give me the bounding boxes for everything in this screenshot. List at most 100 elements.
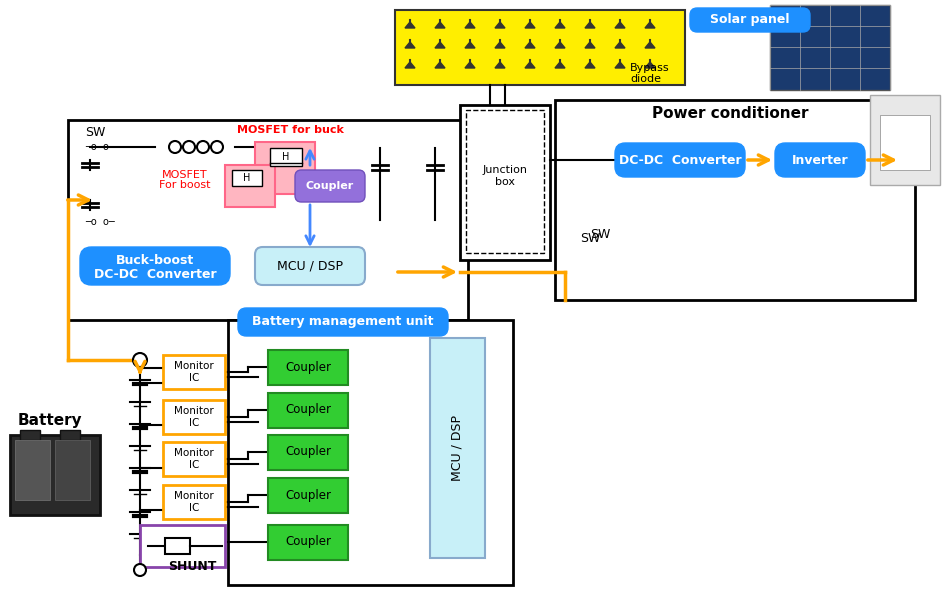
Text: ─o  o─: ─o o─ <box>85 217 114 227</box>
Text: Coupler: Coupler <box>306 181 354 191</box>
FancyBboxPatch shape <box>880 115 930 170</box>
Polygon shape <box>435 42 445 48</box>
Polygon shape <box>405 22 415 28</box>
Polygon shape <box>555 42 565 48</box>
Text: Coupler: Coupler <box>285 403 331 417</box>
FancyBboxPatch shape <box>225 165 275 207</box>
Text: IC: IC <box>189 503 200 513</box>
Polygon shape <box>495 62 505 68</box>
Polygon shape <box>615 22 625 28</box>
Polygon shape <box>495 22 505 28</box>
Text: Power conditioner: Power conditioner <box>652 106 808 121</box>
Text: Monitor: Monitor <box>174 448 214 458</box>
Text: IC: IC <box>189 460 200 470</box>
Text: Inverter: Inverter <box>792 154 849 166</box>
Polygon shape <box>645 22 655 28</box>
Text: SW: SW <box>580 232 601 244</box>
Polygon shape <box>465 42 475 48</box>
FancyBboxPatch shape <box>140 525 225 567</box>
Text: Junction: Junction <box>482 165 528 175</box>
Polygon shape <box>465 22 475 28</box>
Polygon shape <box>585 62 595 68</box>
FancyBboxPatch shape <box>270 148 302 166</box>
Text: MOSFET: MOSFET <box>162 170 208 180</box>
Circle shape <box>134 564 146 576</box>
Polygon shape <box>435 22 445 28</box>
FancyBboxPatch shape <box>870 95 940 185</box>
Text: box: box <box>495 177 515 187</box>
Polygon shape <box>555 22 565 28</box>
FancyBboxPatch shape <box>232 170 262 186</box>
FancyBboxPatch shape <box>163 442 225 476</box>
Text: ─o  o─: ─o o─ <box>85 142 114 152</box>
FancyBboxPatch shape <box>466 110 544 253</box>
Polygon shape <box>615 62 625 68</box>
Polygon shape <box>555 62 565 68</box>
FancyBboxPatch shape <box>460 105 550 260</box>
FancyBboxPatch shape <box>255 142 315 194</box>
Text: DC-DC  Converter: DC-DC Converter <box>619 154 742 166</box>
Text: IC: IC <box>189 418 200 428</box>
Text: Coupler: Coupler <box>285 488 331 502</box>
Text: Monitor: Monitor <box>174 361 214 371</box>
FancyBboxPatch shape <box>555 100 915 300</box>
Text: MCU / DSP: MCU / DSP <box>277 259 343 273</box>
FancyBboxPatch shape <box>60 430 80 440</box>
Polygon shape <box>645 62 655 68</box>
FancyBboxPatch shape <box>268 435 348 470</box>
Polygon shape <box>585 22 595 28</box>
Text: Buck-boost: Buck-boost <box>115 254 194 268</box>
Text: MCU / DSP: MCU / DSP <box>450 415 464 481</box>
FancyBboxPatch shape <box>295 170 365 202</box>
FancyBboxPatch shape <box>268 350 348 385</box>
FancyBboxPatch shape <box>430 338 485 558</box>
Text: Bypass: Bypass <box>630 63 670 73</box>
FancyBboxPatch shape <box>228 320 513 585</box>
Text: Battery: Battery <box>18 412 82 428</box>
Text: Monitor: Monitor <box>174 406 214 416</box>
Text: IC: IC <box>189 373 200 383</box>
FancyBboxPatch shape <box>15 440 50 500</box>
FancyBboxPatch shape <box>163 355 225 389</box>
FancyBboxPatch shape <box>775 143 865 177</box>
Text: Battery management unit: Battery management unit <box>253 315 434 329</box>
FancyBboxPatch shape <box>238 308 448 336</box>
FancyBboxPatch shape <box>68 120 468 320</box>
FancyBboxPatch shape <box>690 8 810 32</box>
FancyBboxPatch shape <box>80 247 230 285</box>
Text: MOSFET for buck: MOSFET for buck <box>236 125 343 135</box>
FancyBboxPatch shape <box>55 440 90 500</box>
FancyBboxPatch shape <box>615 143 745 177</box>
Text: Coupler: Coupler <box>285 446 331 458</box>
Text: SW: SW <box>85 127 105 139</box>
FancyBboxPatch shape <box>10 435 100 515</box>
Polygon shape <box>465 62 475 68</box>
Polygon shape <box>405 42 415 48</box>
Polygon shape <box>525 22 535 28</box>
Text: Coupler: Coupler <box>285 361 331 373</box>
FancyBboxPatch shape <box>163 485 225 519</box>
FancyBboxPatch shape <box>268 478 348 513</box>
FancyBboxPatch shape <box>255 247 365 285</box>
Text: H: H <box>282 152 289 162</box>
FancyBboxPatch shape <box>268 525 348 560</box>
Polygon shape <box>435 62 445 68</box>
Text: Monitor: Monitor <box>174 491 214 501</box>
Text: For boost: For boost <box>159 180 211 190</box>
FancyBboxPatch shape <box>395 10 685 85</box>
FancyBboxPatch shape <box>163 400 225 434</box>
Polygon shape <box>405 62 415 68</box>
Text: Solar panel: Solar panel <box>710 13 790 27</box>
Polygon shape <box>525 62 535 68</box>
Text: SHUNT: SHUNT <box>168 560 217 572</box>
FancyBboxPatch shape <box>165 538 190 554</box>
Polygon shape <box>615 42 625 48</box>
FancyBboxPatch shape <box>770 5 890 90</box>
FancyBboxPatch shape <box>20 430 40 440</box>
Text: H: H <box>243 173 251 183</box>
Polygon shape <box>525 42 535 48</box>
Polygon shape <box>645 42 655 48</box>
Circle shape <box>133 353 147 367</box>
Polygon shape <box>495 42 505 48</box>
Polygon shape <box>585 42 595 48</box>
